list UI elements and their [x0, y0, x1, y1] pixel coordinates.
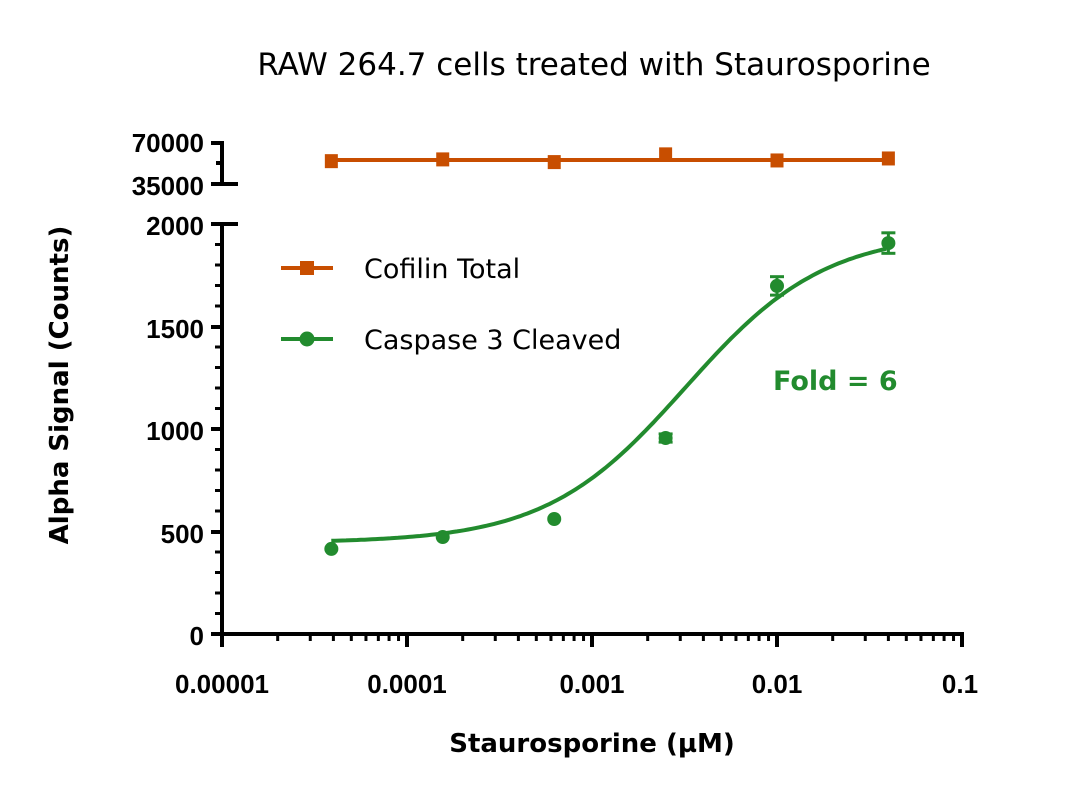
- y-tick-500: 500: [161, 519, 204, 549]
- chart-title: RAW 264.7 cells treated with Staurospori…: [257, 47, 930, 83]
- series-caspase-3-cleaved: [324, 231, 896, 556]
- data-point: [436, 152, 450, 167]
- data-point: [324, 154, 338, 169]
- x-tick-0.00001: 0.00001: [175, 669, 269, 699]
- legend-item-caspase-3-cleaved: Caspase 3 Cleaved: [281, 325, 621, 356]
- y-tick-1000: 1000: [146, 416, 204, 446]
- y-axis-label: Alpha Signal (Counts): [45, 226, 75, 545]
- x-tick-0.0001: 0.0001: [367, 669, 447, 699]
- legend-item-cofilin-total: Cofilin Total: [281, 254, 520, 285]
- svg-text:Caspase 3 Cleaved: Caspase 3 Cleaved: [364, 325, 621, 356]
- data-point: [658, 431, 673, 446]
- y-tick-0: 0: [190, 621, 204, 651]
- series-cofilin-total: [324, 147, 895, 170]
- circle-marker-icon: [299, 331, 315, 347]
- data-point: [881, 151, 895, 166]
- x-axis-label: Staurosporine (µM): [449, 729, 735, 759]
- data-point: [435, 530, 450, 545]
- data-point: [659, 147, 673, 162]
- y-tick-upper-70000: 70000: [132, 128, 204, 158]
- legend: Cofilin Total Caspase 3 Cleaved: [281, 254, 621, 356]
- data-point: [547, 511, 562, 526]
- data-point: [324, 541, 339, 556]
- y-axis-minor-ticks: [215, 243, 222, 615]
- svg-text:Cofilin Total: Cofilin Total: [364, 254, 520, 285]
- x-tick-0.1: 0.1: [942, 669, 978, 699]
- data-point: [881, 236, 896, 251]
- data-point: [770, 278, 784, 293]
- fold-annotation: Fold = 6: [773, 366, 898, 397]
- square-marker-icon: [300, 261, 314, 275]
- y-tick-1500: 1500: [146, 314, 204, 344]
- y-axis-upper: [211, 141, 238, 186]
- x-tick-0.001: 0.001: [559, 669, 624, 699]
- data-point: [770, 153, 784, 168]
- data-point: [547, 155, 561, 170]
- x-axis-ticks: [220, 634, 964, 647]
- y-tick-2000: 2000: [146, 211, 204, 241]
- y-tick-upper-35000: 35000: [132, 171, 204, 201]
- x-tick-0.01: 0.01: [752, 669, 803, 699]
